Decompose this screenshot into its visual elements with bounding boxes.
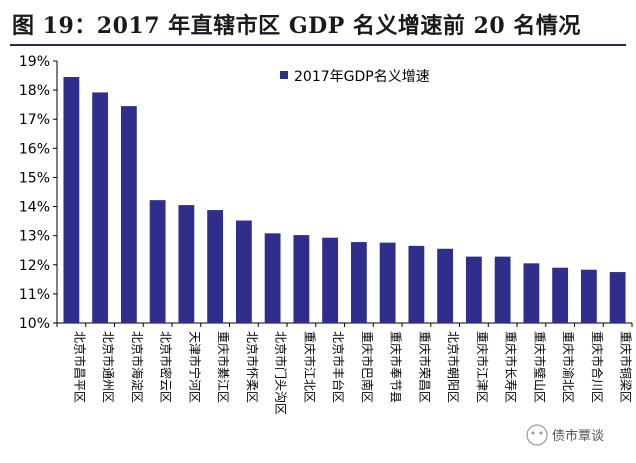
bar: [235, 220, 252, 323]
category-label: 重庆市渝北区: [561, 331, 576, 403]
category-label: 重庆市江北区: [302, 331, 317, 403]
bar: [408, 245, 425, 323]
legend-swatch: [280, 71, 288, 79]
category-label: 北京市昌平区: [72, 331, 87, 403]
bar: [523, 263, 540, 323]
bar: [437, 248, 454, 323]
bar: [178, 205, 195, 323]
bar: [120, 106, 137, 323]
legend-label: 2017年GDP名义增速: [294, 69, 430, 85]
category-label: 重庆市合川区: [590, 331, 605, 403]
category-label: 北京市朝阳区: [446, 331, 461, 403]
category-label: 北京市海淀区: [130, 331, 145, 403]
figure-title: 图 19：2017 年直辖市区 GDP 名义增速前 20 名情况: [12, 13, 581, 39]
y-tick-label: 12%: [19, 258, 50, 274]
bar: [350, 242, 367, 323]
wechat-eye-right: [539, 431, 543, 435]
y-tick-label: 18%: [19, 83, 50, 99]
category-label: 北京市怀柔区: [245, 331, 260, 403]
bar: [609, 272, 626, 323]
bar: [552, 267, 569, 323]
bar: [293, 235, 310, 323]
bar: [92, 92, 109, 323]
bar: [207, 210, 224, 323]
bar: [494, 256, 511, 323]
y-tick-label: 15%: [19, 170, 50, 186]
category-label: 北京市通州区: [101, 331, 116, 403]
category-label: 重庆市璧山区: [532, 331, 547, 403]
legend: 2017年GDP名义增速: [280, 69, 430, 85]
wechat-eye-left: [531, 431, 535, 435]
category-label: 重庆市铜梁区: [619, 331, 634, 403]
category-label: 重庆市綦江区: [216, 331, 231, 403]
bar: [63, 77, 80, 323]
bar: [465, 256, 482, 323]
title-rule: [10, 44, 626, 46]
bar: [149, 200, 166, 323]
y-tick-label: 10%: [19, 316, 50, 332]
bar: [264, 233, 281, 323]
category-label: 重庆市江津区: [475, 331, 490, 403]
y-tick-label: 19%: [19, 54, 50, 70]
wechat-icon: [526, 424, 548, 446]
y-tick-label: 17%: [19, 112, 50, 128]
y-tick-label: 16%: [19, 141, 50, 157]
y-tick-label: 13%: [19, 229, 50, 245]
bar: [580, 269, 597, 323]
category-label: 重庆市荣昌区: [417, 331, 432, 403]
bar: [379, 242, 396, 323]
category-label: 北京市丰台区: [331, 331, 346, 403]
category-label: 北京市密云区: [159, 331, 174, 403]
watermark-text: 债市覃谈: [552, 428, 604, 444]
bar: [322, 237, 339, 323]
y-tick-label: 11%: [19, 287, 50, 303]
y-tick-label: 14%: [19, 200, 50, 216]
category-label: 重庆市巴南区: [360, 331, 375, 403]
category-label: 天津市宁河区: [187, 331, 202, 403]
category-label: 重庆市长寿区: [504, 331, 519, 403]
category-label: 重庆市奉节县: [389, 331, 404, 403]
watermark: 债市覃谈: [526, 424, 604, 446]
category-label: 北京市门头沟区: [274, 331, 289, 415]
